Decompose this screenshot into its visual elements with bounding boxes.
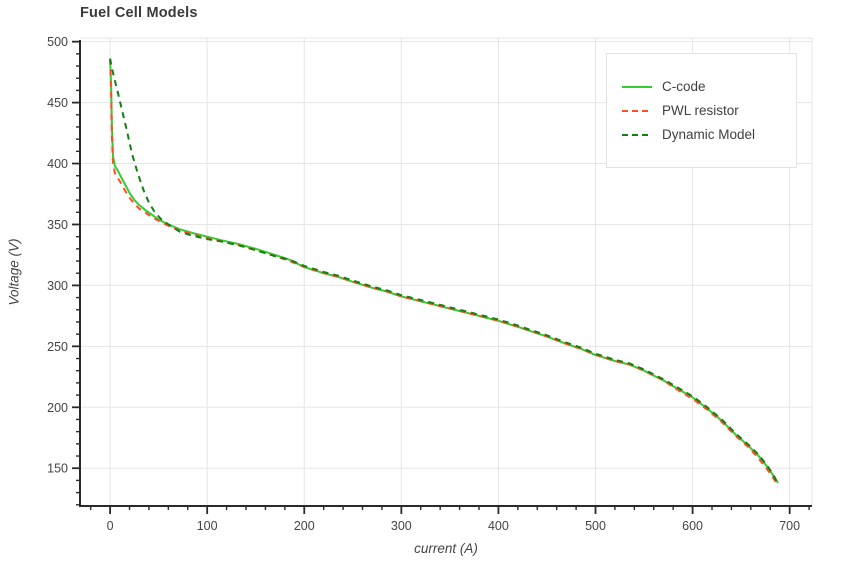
svg-text:200: 200 <box>294 519 315 533</box>
svg-text:450: 450 <box>47 96 68 110</box>
legend-item-dynamic-model[interactable]: Dynamic Model <box>621 127 796 142</box>
dynamic-model-line-swatch <box>622 133 652 136</box>
svg-text:500: 500 <box>47 35 68 49</box>
c-code-line-swatch <box>622 85 652 88</box>
x-axis-title: current (A) <box>414 541 478 556</box>
legend-item-c-code[interactable]: C-code <box>621 79 796 94</box>
pwl-resistor-line-swatch <box>622 109 652 112</box>
legend: C-code PWL resistor Dynamic Model <box>606 53 797 168</box>
legend-item-pwl-resistor[interactable]: PWL resistor <box>621 103 796 118</box>
svg-text:700: 700 <box>779 519 800 533</box>
y-axis-title: Voltage (V) <box>6 238 22 306</box>
legend-label: Dynamic Model <box>662 127 756 142</box>
svg-text:500: 500 <box>585 519 606 533</box>
svg-text:400: 400 <box>488 519 509 533</box>
svg-text:100: 100 <box>197 519 218 533</box>
legend-label: C-code <box>662 79 706 94</box>
svg-text:300: 300 <box>47 279 68 293</box>
svg-text:600: 600 <box>682 519 703 533</box>
svg-text:400: 400 <box>47 157 68 171</box>
svg-text:200: 200 <box>47 401 68 415</box>
chart-title: Fuel Cell Models <box>80 5 198 21</box>
svg-text:350: 350 <box>47 218 68 232</box>
svg-text:300: 300 <box>391 519 412 533</box>
svg-text:250: 250 <box>47 340 68 354</box>
svg-text:150: 150 <box>47 462 68 476</box>
legend-label: PWL resistor <box>662 103 739 118</box>
svg-text:0: 0 <box>107 519 114 533</box>
